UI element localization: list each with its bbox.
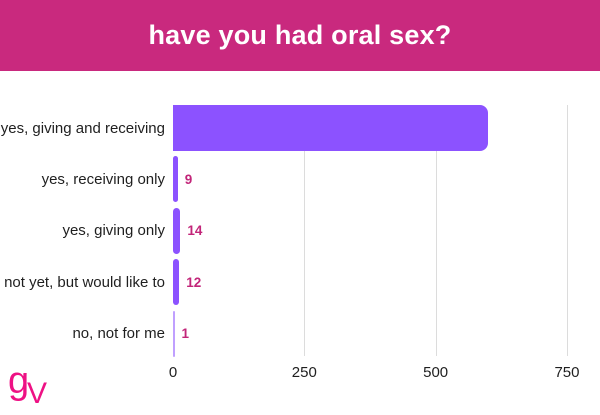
- header-banner: have you had oral sex?: [0, 0, 600, 71]
- value-label: 14: [187, 223, 203, 239]
- x-tick-label: 0: [168, 364, 178, 381]
- x-tick-label: 250: [291, 364, 317, 381]
- gridline: [304, 105, 306, 356]
- value-label: 1: [181, 326, 190, 342]
- value-label: 12: [186, 274, 202, 290]
- x-tick-label: 750: [554, 364, 580, 381]
- logo-letter-g: g: [8, 360, 30, 402]
- x-tick-label: 500: [423, 364, 449, 381]
- bar: [173, 259, 180, 306]
- value-label: 9: [184, 171, 193, 187]
- category-label: no, not for me: [72, 325, 165, 343]
- category-label: yes, receiving only: [41, 170, 165, 188]
- category-label: not yet, but would like to: [4, 273, 165, 291]
- bar: [173, 156, 178, 203]
- category-label: yes, giving and receiving: [0, 119, 165, 137]
- category-label: yes, giving only: [62, 222, 165, 240]
- bar: [173, 207, 181, 254]
- gridline: [566, 105, 568, 356]
- brand-logo: g V: [8, 362, 68, 415]
- chart-title: have you had oral sex?: [148, 20, 452, 50]
- gridline: [435, 105, 437, 356]
- logo-letter-v: V: [27, 377, 48, 410]
- bar: [173, 310, 175, 357]
- bar-chart: yes, giving and receiving yes, receiving …: [0, 71, 600, 391]
- bar: [173, 105, 489, 151]
